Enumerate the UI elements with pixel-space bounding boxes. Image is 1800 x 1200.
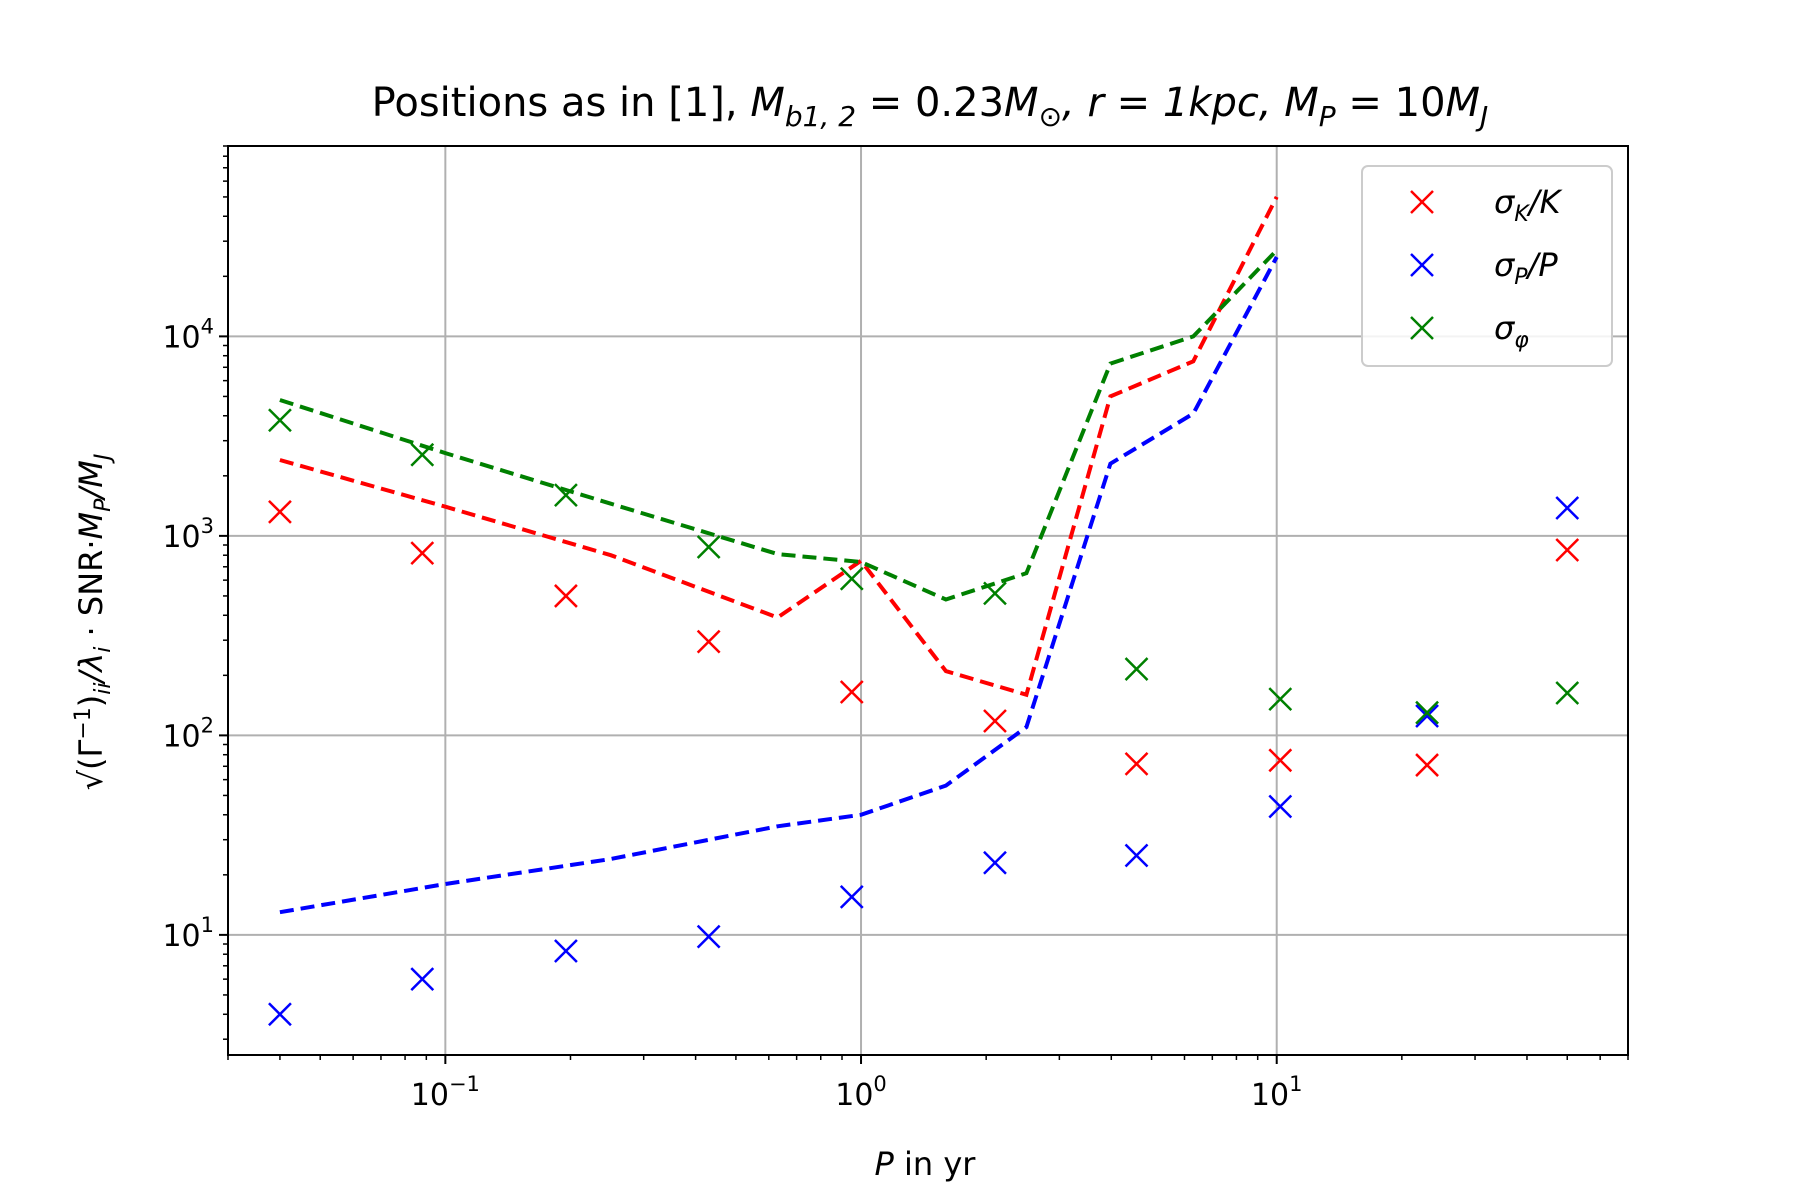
series-s2-point [1415,700,1439,725]
y-axis-label: √(Γ−1)ii/λi · SNR·MP/MJ [71,454,116,791]
series-s2-point [839,566,864,591]
marker-stroke [554,584,578,608]
marker-stroke [268,499,292,524]
series-s2-point [983,581,1007,606]
x-axis-label: P in yr [875,1145,977,1183]
series-s2-dashed-line [279,248,1279,602]
series-k-point [554,584,578,608]
marker-stroke [1555,681,1580,705]
legend: σK/K σP/P σφ [1361,165,1613,367]
marker-stroke [983,581,1007,606]
marker-stroke [1268,687,1293,711]
legend-marker [1410,253,1434,277]
marker-stroke [268,1002,292,1027]
series-layer [268,195,1580,1027]
legend-box [1361,165,1613,367]
chart-title: Positions as in [1], Mb1, 2 = 0.23M⊙, r … [372,80,1489,133]
marker-stroke [1415,753,1439,777]
series-k-point [1555,538,1580,562]
marker-stroke [268,408,292,433]
marker-stroke [410,442,435,467]
marker-stroke [1555,538,1580,562]
series-s2-point [554,483,578,508]
marker-stroke [839,885,864,909]
y-tick-label: 101 [162,913,214,954]
series-s2-point [410,442,435,467]
marker-stroke [983,709,1007,733]
series-s2-point [268,408,292,433]
marker-stroke [1410,190,1434,214]
series-s2-point [1124,657,1149,681]
x-tick-label: 10−1 [411,1072,480,1113]
marker-stroke [696,629,721,654]
series-s2-point [1268,687,1293,711]
marker-stroke [696,535,721,559]
series-k-point [1268,748,1293,773]
series-p-point [1268,794,1293,819]
series-p-dashed-line [279,256,1279,915]
legend-marker [1410,316,1434,340]
marker-stroke [1124,657,1149,681]
series-p-point [554,939,578,963]
legend-label: σK/K [1494,183,1564,227]
marker-stroke [410,967,435,992]
series-p-point [983,850,1007,875]
y-tick-label: 102 [162,713,214,754]
series-p-point [268,1002,292,1027]
series-k-point [1415,753,1439,777]
series-k-point [1124,751,1149,776]
marker-stroke [839,680,864,704]
series-s2-point [1555,681,1580,705]
series-k-point [410,541,435,565]
series-k-point [696,629,721,654]
marker-stroke [554,483,578,508]
y-tick-label: 104 [162,314,214,355]
marker-stroke [1268,794,1293,819]
marker-stroke [839,566,864,591]
series-k-point [268,499,292,524]
legend-marker [1410,190,1434,214]
legend-label: σφ [1494,309,1529,353]
marker-stroke [1415,700,1439,725]
marker-stroke [1410,253,1434,277]
series-p-point [1555,496,1580,520]
series-p-point [410,967,435,992]
marker-stroke [1124,843,1149,868]
marker-stroke [410,541,435,565]
marker-stroke [1555,496,1580,520]
series-k-point [839,680,864,704]
y-tick-label: 103 [162,514,214,555]
series-p-point [1415,704,1439,728]
series-p-point [839,885,864,909]
legend-label: σP/P [1494,246,1558,290]
series-p-point [1124,843,1149,868]
x-tick-label: 101 [1251,1072,1303,1113]
marker-stroke [1124,751,1149,776]
marker-stroke [1415,704,1439,728]
marker-stroke [1410,316,1434,340]
grid-lines [228,146,1628,1055]
x-tick-label: 100 [835,1072,887,1113]
series-s2-point [696,535,721,559]
marker-stroke [696,924,721,949]
series-p-point [696,924,721,949]
series-k-point [983,709,1007,733]
marker-stroke [983,850,1007,875]
marker-stroke [1268,748,1293,773]
series-k-dashed-line [279,195,1279,698]
marker-stroke [554,939,578,963]
plot-frame [227,145,1629,1056]
